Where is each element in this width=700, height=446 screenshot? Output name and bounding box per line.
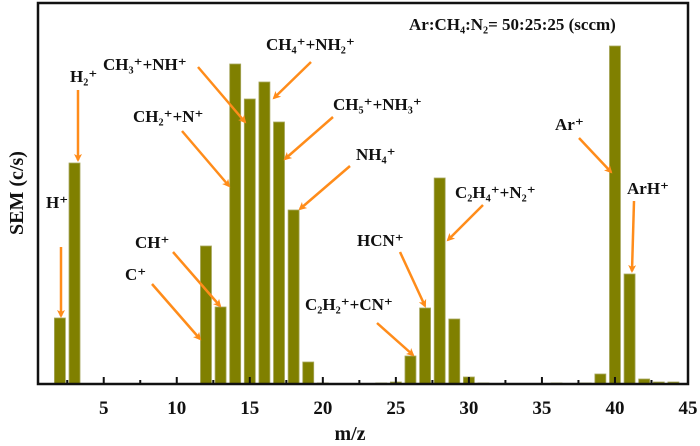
x-tick-label: 30 <box>459 398 478 419</box>
annotation-arrow <box>172 251 222 308</box>
annotation-label: CH₄⁺+NH₂⁺ <box>266 35 355 54</box>
x-tick-label: 35 <box>532 398 551 419</box>
annotation-arrow <box>151 283 202 341</box>
bar-mz-41 <box>623 273 636 385</box>
bar-mz-17 <box>273 121 285 385</box>
bar-mz-26 <box>404 355 417 385</box>
bar-mz-13 <box>214 306 227 385</box>
plot-frame <box>36 1 690 386</box>
annotation-arrow <box>181 130 231 188</box>
annotation-label: NH₄⁺ <box>356 145 396 164</box>
annotation-arrow <box>578 137 613 174</box>
annotation-arrow <box>197 66 247 124</box>
annotation-arrow <box>628 200 637 273</box>
annotation-label: CH⁺ <box>135 233 169 252</box>
bar-mz-19 <box>302 361 315 385</box>
annotation-arrow <box>398 251 427 308</box>
x-tick-label: 25 <box>386 398 405 419</box>
annotation-arrow <box>298 165 351 211</box>
bar-mz-18 <box>287 209 300 385</box>
bar-mz-39 <box>594 373 607 385</box>
bar-mz-16 <box>258 81 271 385</box>
annotation-label: CH₅⁺+NH₃⁺ <box>333 95 422 114</box>
annotation-label: H⁺ <box>46 193 68 212</box>
x-tick-label: 10 <box>167 398 186 419</box>
annotations-group: H⁺ H₂⁺ CH₃⁺+NH⁺ CH₂⁺+N⁺ CH₄⁺+NH₂⁺ CH₅⁺+NH₃⁺ NH… <box>46 35 669 357</box>
annotation-arrow <box>283 116 334 161</box>
annotation-label: Ar⁺ <box>555 115 584 134</box>
condition-label: Ar:CH₄:N₂= 50:25:25 (sccm) <box>409 15 616 34</box>
bar-mz-27 <box>419 307 431 385</box>
bar-mz-2 <box>54 317 66 385</box>
annotation-label: H₂⁺ <box>70 67 97 86</box>
bar-mz-12 <box>200 245 212 385</box>
x-tick-label: 15 <box>240 398 259 419</box>
x-tick-label: 20 <box>313 398 332 419</box>
annotation-arrow <box>272 61 312 100</box>
annotation-label: CH₃⁺+NH⁺ <box>103 55 187 74</box>
x-tick-label: 40 <box>605 398 624 419</box>
annotation-arrow <box>446 204 484 242</box>
bar-mz-15 <box>243 98 256 385</box>
annotation-label: C₂H₄⁺+N₂⁺ <box>455 183 536 202</box>
annotation-label: C₂H₂⁺+CN⁺ <box>305 295 393 314</box>
bars-group <box>54 45 680 385</box>
bar-mz-28 <box>433 177 446 385</box>
bar-mz-40 <box>609 45 621 385</box>
annotation-label: C⁺ <box>125 265 146 284</box>
annotation-arrow <box>376 322 415 357</box>
bar-mz-3 <box>68 162 81 385</box>
x-tick-label: 5 <box>99 398 109 419</box>
x-tick-label: 45 <box>679 398 698 419</box>
annotation-label: HCN⁺ <box>357 231 404 250</box>
x-axis-ticks: 5 10 15 20 25 30 35 40 45 <box>66 377 698 419</box>
annotation-label: CH₂⁺+N⁺ <box>133 107 204 126</box>
y-axis-label: SEM (c/s) <box>6 151 28 235</box>
x-axis-label: m/z <box>334 423 365 445</box>
bar-mz-29 <box>448 318 461 385</box>
annotation-label: ArH⁺ <box>627 179 669 198</box>
